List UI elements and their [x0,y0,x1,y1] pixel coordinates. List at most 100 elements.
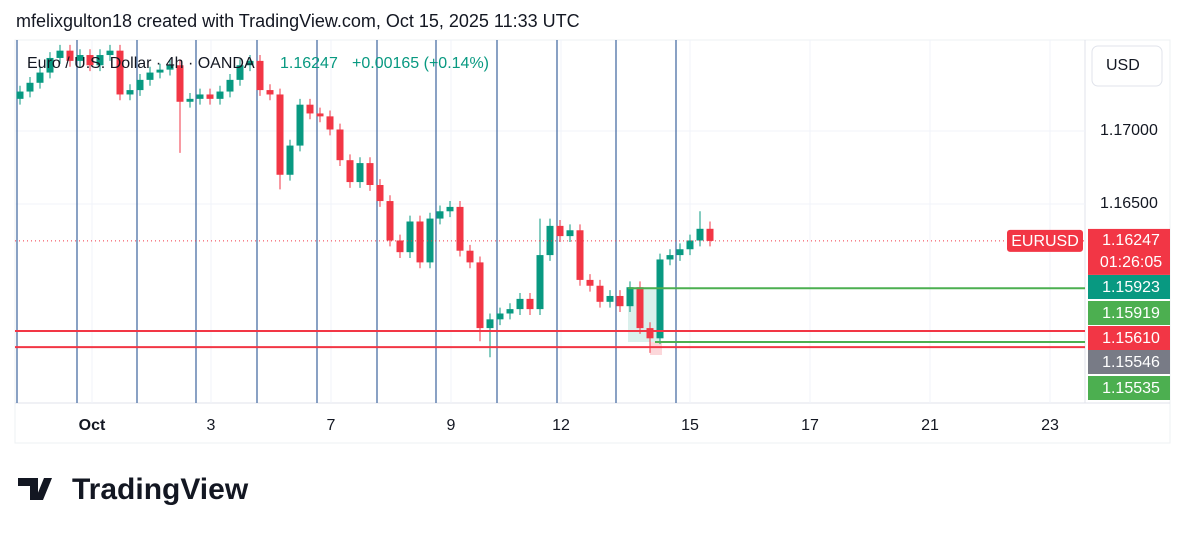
logo: TradingView [18,473,249,506]
candle-body [526,298,534,310]
candle-body [336,129,344,161]
price-label: 1.15610 [1102,330,1160,347]
candle-body [46,57,54,73]
candle-body [16,91,24,99]
candle-body [96,55,104,66]
candle-body [306,104,314,114]
candle-body [166,65,174,70]
y-tick-label: 1.16500 [1100,195,1158,212]
candle-body [556,225,564,237]
price-tag-box [1088,228,1170,275]
x-tick-label: Oct [79,417,106,434]
legend: Euro / U.S. Dollar · 4h · OANDA 1.16247 … [27,55,489,72]
candle-body [536,255,544,310]
x-tick-label: 12 [552,417,570,434]
candle-body [486,319,494,329]
candle-body [516,298,524,310]
candle-body [226,79,234,92]
candle-body [266,90,274,95]
candle-body [416,221,424,263]
logo-text: TradingView [72,473,249,506]
candle-body [466,250,474,263]
candle-body [666,255,674,260]
candle-body [126,90,134,95]
price-axis: 1.17000 1.16500 Oct 3 7 9 12 15 17 21 23 EURUSD 1.16… [79,122,1170,434]
x-tick-label: 17 [801,417,819,434]
candle-body [136,79,144,91]
candle-body [696,228,704,241]
candle-body [36,72,44,83]
candle-body [186,98,194,102]
candle-body [686,240,694,250]
candle-body [476,262,484,329]
price-tag: 1.16247 [1102,232,1160,249]
price-change: +0.00165 (+0.14%) [352,55,489,72]
candle-body [246,60,254,66]
last-price: 1.16247 [280,55,338,72]
currency[interactable]: USD [1106,57,1140,74]
candle-body [66,50,74,61]
candle-body [356,163,364,183]
candle-body [546,225,554,256]
candle-body [256,60,264,91]
session-lines [16,40,677,403]
candle-body [286,145,294,175]
candle-body [56,50,64,58]
price-label: 1.15923 [1102,279,1160,296]
candle-body [236,65,244,80]
symbol-title: Euro / U.S. Dollar · 4h · OANDA [27,55,255,72]
candle-body [346,160,354,183]
logo-icon [18,478,52,500]
candle-body [656,259,664,339]
candle-body [176,65,184,102]
x-tick-label: 3 [207,417,216,434]
candle-body [116,50,124,95]
candle-body [396,240,404,253]
candle-body [606,295,614,302]
candle-body [576,230,584,280]
price-label: 1.15535 [1102,380,1160,397]
candle-body [386,201,394,241]
x-tick-label: 7 [327,417,336,434]
x-tick-label: 15 [681,417,699,434]
candle-body [706,228,714,241]
candle-body [626,287,634,307]
candle-body [616,295,624,307]
candle-body [436,211,444,219]
stop-box [650,342,662,355]
candle-body [456,206,464,251]
candle-body [196,94,204,99]
candle-body [586,279,594,286]
candle-body [376,184,384,202]
x-tick-label: 23 [1041,417,1059,434]
price-label-box [1088,350,1170,374]
candle-body [316,113,324,117]
candle-body [676,249,684,256]
header: mfelixgulton18 created with TradingView.… [16,11,580,31]
candle-body [326,116,334,130]
candle-body [636,287,644,329]
candle-body [26,82,34,92]
price-label: 1.15919 [1102,305,1160,322]
y-tick-label: 1.17000 [1100,122,1158,139]
x-tick-label: 21 [921,417,939,434]
candle-body [496,313,504,320]
candle-body [426,218,434,263]
price-label-box [1088,326,1170,350]
candle-body [206,94,214,99]
candle-body [106,50,114,56]
candle-body [446,206,454,212]
candle-body [86,55,94,66]
candle-body [646,328,654,339]
candle-body [146,72,154,80]
plot [15,44,1085,358]
price-label-box [1088,376,1170,400]
candle-body [76,55,84,61]
price-label: 1.15546 [1102,354,1160,371]
candle-body [296,104,304,146]
currency-box[interactable] [1091,45,1163,87]
candle-body [596,285,604,302]
candle-body [566,230,574,237]
